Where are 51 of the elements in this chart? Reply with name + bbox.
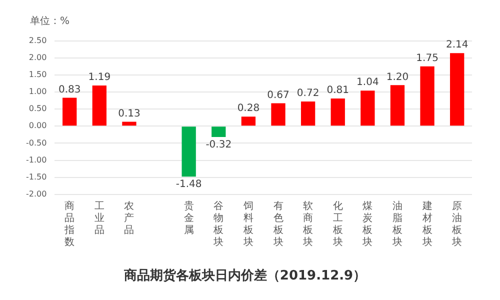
y-tick-label: 0.00 (28, 121, 47, 130)
bar (241, 116, 256, 126)
x-tick-label: 油脂板块 (391, 200, 402, 248)
y-tick-label: -1.50 (26, 172, 47, 182)
y-tick-label: -1.00 (26, 155, 47, 164)
x-tick-label: 工业品 (94, 200, 104, 236)
data-label: 0.81 (326, 85, 349, 96)
y-tick-label: -2.00 (26, 189, 47, 198)
bar (92, 86, 106, 126)
bar (450, 53, 464, 126)
x-tick-label: 饲料板块 (242, 200, 254, 248)
data-label: 0.28 (237, 103, 260, 114)
bar (330, 98, 345, 126)
y-tick-label: 1.00 (28, 87, 47, 96)
x-tick-label: 化工板块 (332, 200, 343, 248)
bar (122, 122, 136, 126)
data-label: -0.32 (206, 140, 232, 151)
bar (360, 90, 375, 126)
y-tick-label: -0.50 (26, 138, 47, 148)
x-tick-label: 软商板块 (302, 200, 314, 248)
bar (271, 103, 286, 126)
x-tick-label: 原油板块 (451, 200, 462, 248)
data-label: 1.20 (386, 72, 409, 83)
data-label: 0.83 (58, 84, 81, 96)
data-label: 1.04 (356, 77, 379, 88)
y-tick-label: 0.50 (28, 104, 47, 114)
bar (182, 126, 196, 177)
y-tick-label: 2.00 (28, 52, 47, 62)
x-tick-label: 煤炭板块 (362, 200, 373, 248)
bar (300, 102, 316, 126)
bar (212, 126, 226, 138)
y-tick-label: 2.50 (28, 36, 47, 45)
x-tick-label: 贵金属 (184, 200, 194, 236)
x-tick-label: 农产品 (124, 200, 134, 236)
y-tick-label: 1.50 (28, 70, 47, 80)
x-tick-label: 谷物板块 (212, 200, 224, 248)
x-tick-label: 有色板块 (272, 200, 284, 248)
text: 商品期货各板块日内价差（2019.12.9） (122, 268, 366, 284)
data-label: 2.14 (446, 40, 468, 51)
data-label: 1.19 (88, 72, 111, 84)
data-label: -1.48 (176, 179, 202, 190)
x-tick-label: 建材板块 (421, 200, 432, 248)
data-label: 1.75 (416, 52, 438, 64)
data-label: 0.13 (118, 108, 140, 120)
y-axis-title: 单位：% (30, 14, 70, 28)
data-label: 0.67 (267, 90, 290, 101)
bar (390, 85, 405, 126)
data-label: 0.72 (296, 88, 320, 100)
bar (420, 66, 434, 126)
x-tick-label: 商品指数 (64, 200, 75, 248)
bar (62, 98, 77, 126)
